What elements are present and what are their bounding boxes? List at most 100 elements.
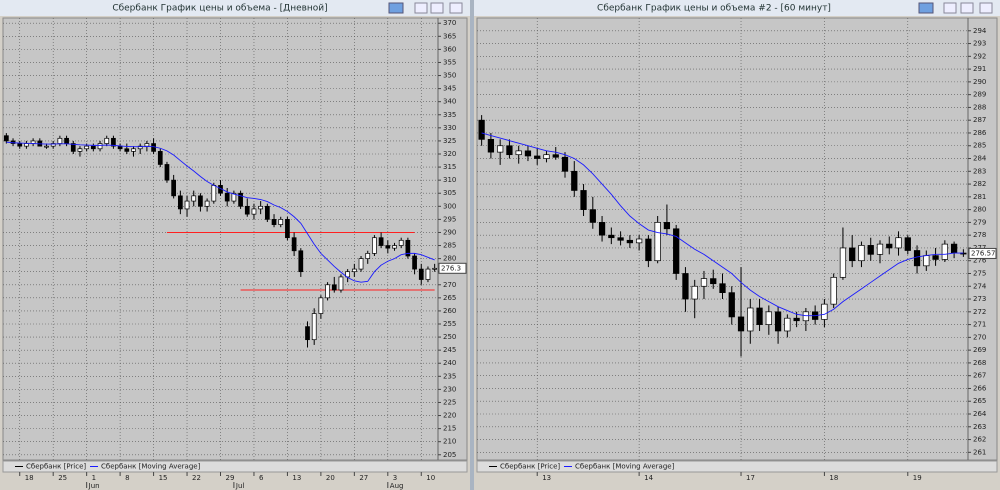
y-tick-label: 286 (973, 129, 987, 137)
y-tick-label: 274 (973, 282, 987, 290)
y-tick-label: 220 (443, 412, 456, 420)
candle-body (515, 150, 522, 156)
close-button[interactable] (449, 2, 463, 14)
candle-body (774, 311, 782, 332)
y-tick-label: 290 (973, 78, 986, 86)
y-tick-label: 280 (443, 255, 456, 263)
candle-body (506, 145, 513, 156)
y-tick-label: 263 (973, 423, 986, 431)
pin-button[interactable] (918, 2, 934, 14)
maximize-button[interactable] (960, 2, 974, 14)
candle-body (144, 143, 150, 147)
y-tick-label: 265 (443, 294, 456, 302)
x-tick-label: 8 (125, 474, 129, 482)
y-tick-label: 240 (443, 359, 456, 367)
minimize-button[interactable] (943, 2, 957, 14)
y-tick-label: 270 (973, 333, 986, 341)
y-tick-label: 265 (973, 397, 986, 405)
y-tick-label: 272 (973, 308, 986, 316)
candle-body (418, 268, 424, 280)
candle-body (184, 200, 190, 210)
y-tick-label: 293 (973, 40, 986, 48)
candle-body (682, 273, 689, 300)
candle-body (534, 155, 541, 159)
candle-body (264, 205, 270, 220)
x-tick-label: 22 (192, 474, 201, 482)
maximize-button[interactable] (430, 2, 444, 14)
candle-body (231, 192, 237, 202)
y-tick-label: 279 (973, 218, 986, 226)
y-tick-label: 271 (973, 321, 986, 329)
candle-body (737, 316, 745, 332)
y-tick-label: 215 (443, 425, 456, 433)
last-price-box (968, 247, 997, 259)
candle-body (691, 285, 698, 300)
y-tick-label: 330 (443, 124, 456, 132)
candle-body (50, 143, 56, 147)
candle-body (271, 219, 277, 225)
candle-body (298, 250, 304, 273)
plot-area (2, 17, 468, 461)
candle-body (950, 243, 958, 254)
moving-average (481, 132, 964, 317)
legend-label: Сбербанк [Price] (26, 463, 86, 471)
chart-window: Сбербанк График цены и объема #2 - [60 м… (474, 0, 1000, 490)
candle-body (211, 185, 217, 202)
y-tick-label: 275 (973, 269, 986, 277)
month-label: Jun (88, 482, 100, 490)
y-tick-label: 205 (443, 451, 456, 459)
candle-body (251, 208, 257, 215)
candle-body (923, 255, 930, 267)
candle-body (904, 237, 911, 251)
y-tick-label: 284 (973, 155, 987, 163)
candle-body (886, 243, 893, 249)
candle-body (700, 278, 708, 287)
y-tick-label: 325 (443, 137, 456, 145)
minimize-button[interactable] (414, 2, 428, 14)
candle-body (258, 205, 264, 210)
candle-body (626, 239, 633, 244)
x-tick-label: 10 (426, 474, 435, 482)
candle-body (331, 284, 337, 291)
candle-body (3, 135, 9, 142)
candle-body (392, 245, 397, 249)
x-tick-label: 27 (359, 474, 368, 482)
candle-body (654, 222, 661, 262)
candle-body (338, 276, 344, 291)
candle-body (543, 154, 550, 159)
candle-body (941, 243, 948, 260)
y-tick-label: 291 (973, 65, 986, 73)
candle-body (673, 228, 680, 274)
y-tick-label: 289 (973, 91, 986, 99)
close-button[interactable] (979, 2, 993, 14)
candle-body (487, 139, 495, 153)
candle-body (291, 237, 297, 252)
candle-body (849, 247, 856, 262)
y-tick-label: 295 (443, 215, 456, 223)
x-tick-label: 3 (393, 474, 397, 482)
y-tick-label: 273 (973, 295, 986, 303)
candle-body (97, 143, 103, 150)
candle-body (224, 192, 230, 202)
y-tick-label: 340 (443, 98, 456, 106)
candle-body (137, 145, 143, 150)
y-tick-label: 287 (973, 116, 986, 124)
x-tick-label: 29 (226, 474, 235, 482)
legend-label: Сбербанк [Moving Average] (575, 463, 675, 471)
y-tick-label: 300 (443, 202, 456, 210)
candle-body (524, 150, 532, 157)
legend-bar (2, 460, 468, 473)
y-tick-label: 285 (973, 142, 986, 150)
candle-body (351, 268, 357, 273)
candle-body (867, 245, 874, 255)
y-tick-label: 269 (973, 346, 986, 354)
pin-button[interactable] (388, 2, 404, 14)
candle-body (191, 195, 197, 202)
x-tick-label: 13 (292, 474, 301, 482)
candle-body (372, 237, 377, 254)
window-title: Сбербанк График цены и объема - [Дневной… (112, 4, 327, 14)
candle-body (278, 219, 284, 225)
y-tick-label: 350 (443, 72, 456, 80)
candle-body (177, 195, 183, 210)
